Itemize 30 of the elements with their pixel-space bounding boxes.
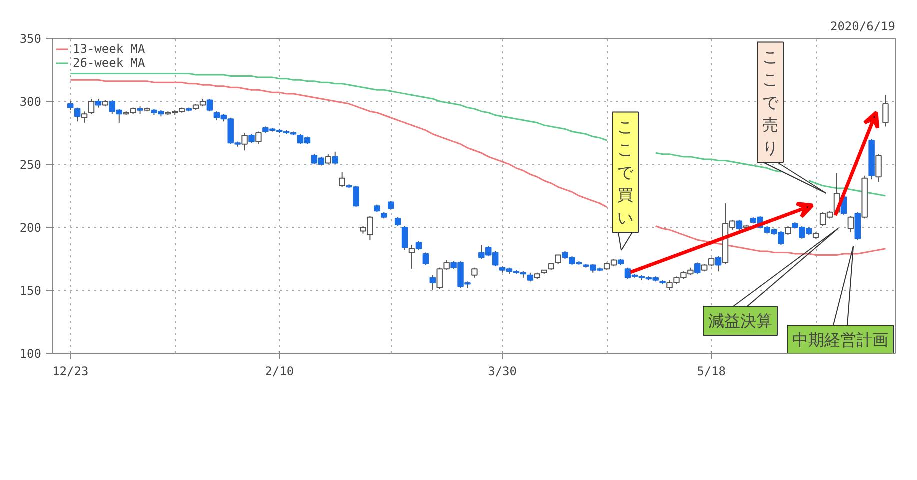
y-tick-label: 300 (20, 95, 42, 109)
annotation: ここで売り (762, 47, 780, 158)
candlestick (88, 98, 95, 115)
x-tick-label: 3/30 (488, 364, 518, 378)
candlestick (472, 267, 478, 278)
annotation: 減益決算 (708, 312, 772, 330)
text: 2020/6/19 (830, 20, 896, 34)
y-tick-label: 350 (20, 32, 42, 46)
annotation: ここで買い (618, 117, 634, 228)
legend-label: 13-week MA (73, 42, 146, 56)
x-tick-label: 5/18 (697, 364, 726, 378)
legend-label: 26-week MA (73, 56, 146, 70)
y-tick-label: 100 (20, 347, 42, 361)
candlestick (242, 132, 248, 152)
candlestick (422, 252, 430, 266)
y-tick-label: 200 (20, 221, 42, 235)
candlestick (325, 154, 332, 165)
x-tick-label: 12/23 (52, 364, 89, 378)
y-tick-label: 250 (20, 158, 42, 172)
annotation: 中期経営計画 (792, 330, 888, 350)
y-tick-label: 150 (20, 284, 42, 298)
candlestick (882, 94, 889, 128)
candlestick (256, 131, 262, 145)
candlestick (339, 172, 346, 188)
candlestick (402, 226, 408, 251)
candlestick (408, 244, 416, 270)
x-tick-label: 2/10 (265, 364, 294, 378)
candlestick (81, 111, 88, 124)
candlestick (848, 216, 854, 234)
candlestick (876, 154, 882, 183)
